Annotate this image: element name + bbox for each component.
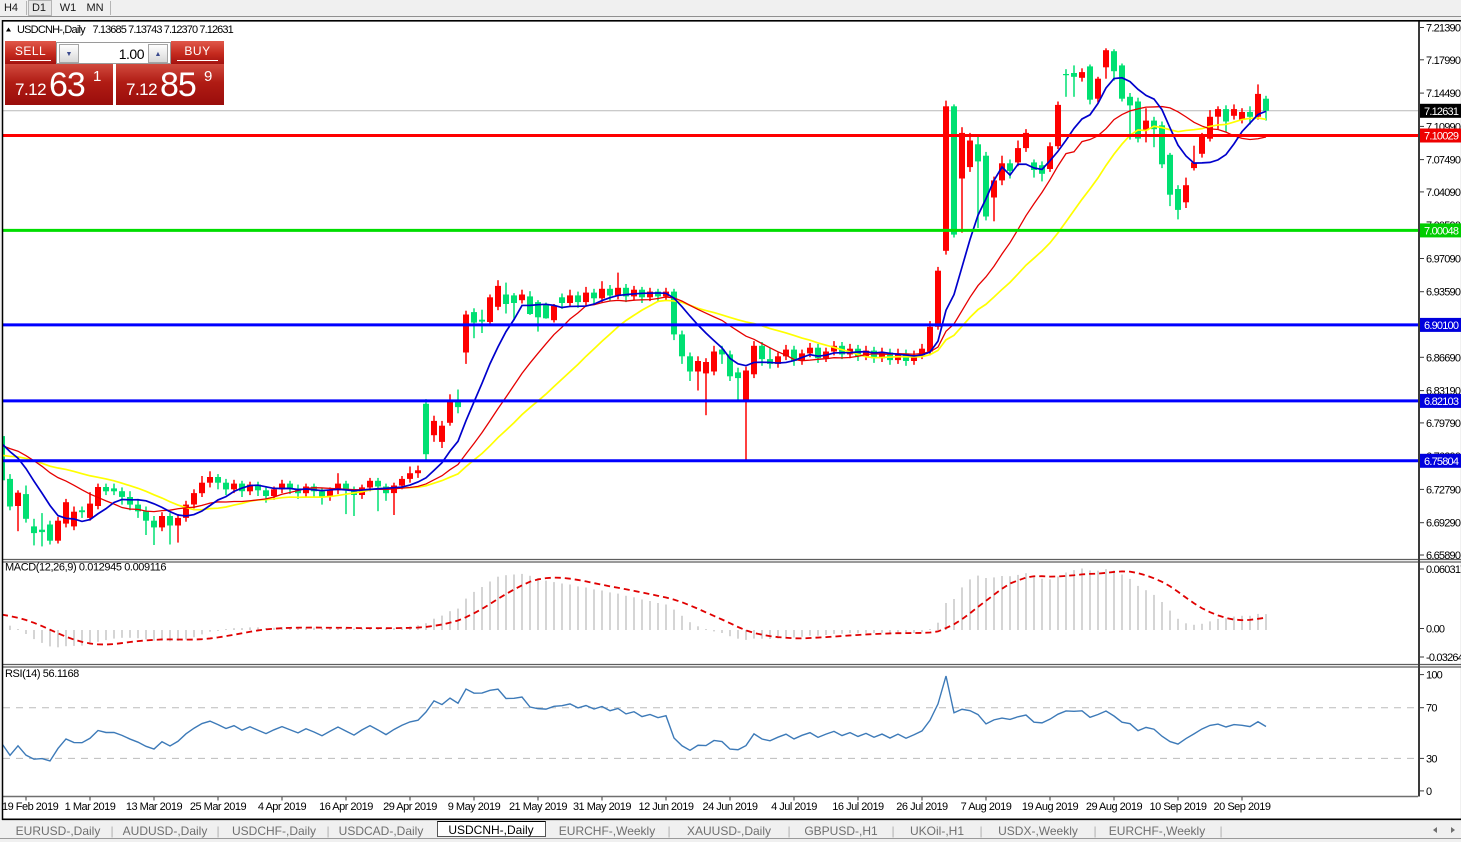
svg-text:7.04090: 7.04090 xyxy=(1426,187,1461,199)
svg-text:7.13685 7.13743 7.12370 7.1263: 7.13685 7.13743 7.12370 7.12631 xyxy=(93,24,234,36)
svg-text:6.72790: 6.72790 xyxy=(1426,484,1461,496)
svg-text:0.00: 0.00 xyxy=(1426,624,1445,636)
svg-text:6.65890: 6.65890 xyxy=(1426,550,1461,562)
svg-text:21 May 2019: 21 May 2019 xyxy=(509,801,567,813)
svg-text:RSI(14) 56.1168: RSI(14) 56.1168 xyxy=(5,668,79,680)
svg-text:0.060317: 0.060317 xyxy=(1426,564,1461,576)
svg-text:7.21390: 7.21390 xyxy=(1426,23,1461,35)
svg-text:30: 30 xyxy=(1426,753,1437,765)
svg-text:7.12631: 7.12631 xyxy=(1424,106,1459,118)
svg-text:25 Mar 2019: 25 Mar 2019 xyxy=(190,801,247,813)
svg-text:6.90100: 6.90100 xyxy=(1424,320,1459,332)
svg-text:1 Mar 2019: 1 Mar 2019 xyxy=(65,801,116,813)
svg-text:6.69290: 6.69290 xyxy=(1426,518,1461,530)
svg-text:0: 0 xyxy=(1426,786,1432,798)
svg-text:7.10029: 7.10029 xyxy=(1424,131,1459,143)
svg-text:16 Jul 2019: 16 Jul 2019 xyxy=(832,801,884,813)
svg-text:6.79790: 6.79790 xyxy=(1426,418,1461,430)
svg-text:6.75804: 6.75804 xyxy=(1424,456,1459,468)
svg-text:6.86690: 6.86690 xyxy=(1426,352,1461,364)
svg-text:9 May 2019: 9 May 2019 xyxy=(448,801,501,813)
svg-text:29 Aug 2019: 29 Aug 2019 xyxy=(1086,801,1143,813)
svg-text:MACD(12,26,9) 0.012945 0.00911: MACD(12,26,9) 0.012945 0.009116 xyxy=(5,562,166,574)
svg-text:16 Apr 2019: 16 Apr 2019 xyxy=(319,801,373,813)
svg-text:20 Sep 2019: 20 Sep 2019 xyxy=(1214,801,1271,813)
svg-text:4 Jul 2019: 4 Jul 2019 xyxy=(771,801,817,813)
svg-text:7.17990: 7.17990 xyxy=(1426,55,1461,67)
svg-text:USDCNH-,Daily: USDCNH-,Daily xyxy=(17,24,86,36)
svg-text:70: 70 xyxy=(1426,703,1437,715)
svg-text:26 Jul 2019: 26 Jul 2019 xyxy=(896,801,948,813)
svg-text:31 May 2019: 31 May 2019 xyxy=(573,801,631,813)
svg-text:4 Apr 2019: 4 Apr 2019 xyxy=(258,801,307,813)
svg-text:13 Mar 2019: 13 Mar 2019 xyxy=(126,801,183,813)
svg-text:6.97090: 6.97090 xyxy=(1426,254,1461,266)
svg-text:6.82103: 6.82103 xyxy=(1424,396,1459,408)
svg-text:19 Feb 2019: 19 Feb 2019 xyxy=(2,801,59,813)
svg-text:100: 100 xyxy=(1426,670,1443,682)
svg-text:29 Apr 2019: 29 Apr 2019 xyxy=(383,801,437,813)
svg-text:7.00048: 7.00048 xyxy=(1424,225,1459,237)
svg-text:6.93590: 6.93590 xyxy=(1426,287,1461,299)
svg-text:10 Sep 2019: 10 Sep 2019 xyxy=(1150,801,1207,813)
svg-text:19 Aug 2019: 19 Aug 2019 xyxy=(1022,801,1079,813)
svg-text:7.14490: 7.14490 xyxy=(1426,88,1461,100)
svg-text:-0.032648: -0.032648 xyxy=(1426,652,1461,664)
svg-text:12 Jun 2019: 12 Jun 2019 xyxy=(638,801,693,813)
svg-text:7.07490: 7.07490 xyxy=(1426,155,1461,167)
svg-text:24 Jun 2019: 24 Jun 2019 xyxy=(702,801,757,813)
svg-text:7 Aug 2019: 7 Aug 2019 xyxy=(961,801,1012,813)
